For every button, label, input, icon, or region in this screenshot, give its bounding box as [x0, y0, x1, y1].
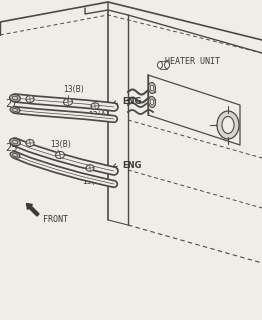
- Ellipse shape: [150, 85, 154, 91]
- Ellipse shape: [149, 83, 156, 93]
- Text: 13(A): 13(A): [82, 177, 103, 186]
- Text: HEATER UNIT: HEATER UNIT: [165, 58, 220, 67]
- Text: 13(B): 13(B): [63, 85, 84, 94]
- Ellipse shape: [26, 95, 34, 102]
- Ellipse shape: [56, 151, 64, 158]
- Ellipse shape: [26, 140, 34, 147]
- Text: ENG: ENG: [122, 98, 141, 107]
- Ellipse shape: [150, 99, 154, 105]
- Ellipse shape: [12, 96, 18, 100]
- Ellipse shape: [10, 152, 20, 158]
- Ellipse shape: [149, 97, 156, 108]
- Text: 13(B): 13(B): [50, 140, 71, 149]
- Ellipse shape: [9, 94, 20, 101]
- Ellipse shape: [157, 61, 162, 68]
- Ellipse shape: [63, 99, 73, 106]
- Ellipse shape: [13, 153, 18, 156]
- Ellipse shape: [217, 111, 239, 139]
- Text: 27: 27: [5, 99, 18, 109]
- Ellipse shape: [10, 107, 20, 113]
- Text: FRONT: FRONT: [43, 215, 68, 225]
- Ellipse shape: [12, 140, 18, 144]
- Ellipse shape: [222, 116, 234, 133]
- FancyArrow shape: [26, 204, 39, 216]
- Text: ENG: ENG: [122, 162, 141, 171]
- Ellipse shape: [91, 103, 99, 109]
- Text: 13(A): 13(A): [88, 111, 109, 120]
- Text: 25: 25: [5, 143, 18, 153]
- Ellipse shape: [10, 138, 20, 146]
- Ellipse shape: [165, 61, 170, 68]
- Ellipse shape: [13, 108, 18, 112]
- Ellipse shape: [86, 165, 94, 171]
